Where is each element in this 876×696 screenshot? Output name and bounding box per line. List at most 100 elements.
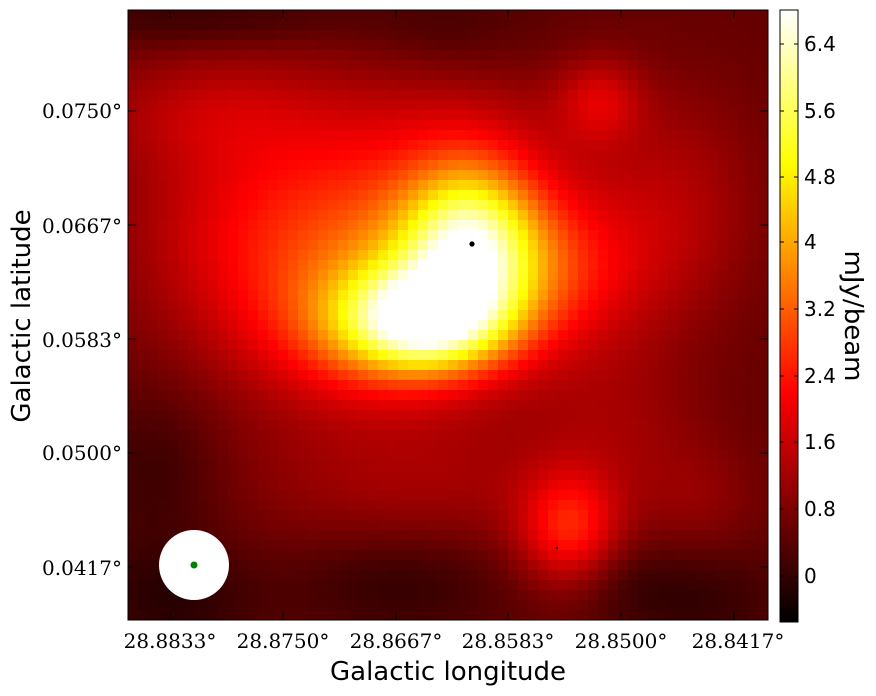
heatmap-cell [308, 440, 319, 451]
heatmap-cell [268, 190, 279, 201]
heatmap-cell [718, 150, 729, 161]
heatmap-cell [168, 590, 179, 601]
heatmap-cell [648, 140, 659, 151]
heatmap-cell [398, 300, 409, 311]
heatmap-cell [598, 310, 609, 321]
heatmap-cell [158, 450, 169, 461]
heatmap-cell [158, 350, 169, 361]
heatmap-cell [498, 30, 509, 41]
heatmap-cell [178, 130, 189, 141]
heatmap-cell [538, 10, 549, 21]
heatmap-cell [198, 470, 209, 481]
heatmap-cell [288, 260, 299, 271]
heatmap-cell [238, 460, 249, 471]
heatmap-cell [338, 290, 349, 301]
heatmap-cell [648, 110, 659, 121]
heatmap-cell [298, 560, 309, 571]
heatmap-cell [658, 610, 669, 620]
heatmap-cell [638, 260, 649, 271]
heatmap-cell [288, 340, 299, 351]
heatmap-cell [458, 550, 469, 561]
heatmap-cell [718, 220, 729, 231]
heatmap-cell [698, 600, 709, 611]
heatmap-cell [378, 340, 389, 351]
heatmap-cell [488, 460, 499, 471]
heatmap-cell [418, 500, 429, 511]
heatmap-cell [508, 390, 519, 401]
heatmap-cell [268, 460, 279, 471]
heatmap-cell [698, 390, 709, 401]
heatmap-cell [458, 600, 469, 611]
heatmap-cell [448, 390, 459, 401]
heatmap-cell [508, 10, 519, 21]
heatmap-cell [758, 140, 768, 151]
heatmap-cell [288, 430, 299, 441]
heatmap-cell [348, 470, 359, 481]
heatmap-cell [498, 580, 509, 591]
heatmap-cell [318, 320, 329, 331]
heatmap-cell [318, 240, 329, 251]
heatmap-cell [358, 10, 369, 21]
heatmap-cell [158, 170, 169, 181]
heatmap-cell [668, 160, 679, 171]
heatmap-cell [618, 300, 629, 311]
heatmap-cell [618, 140, 629, 151]
heatmap-cell [698, 120, 709, 131]
heatmap-cell [658, 40, 669, 51]
heatmap-cell [698, 220, 709, 231]
heatmap-cell [568, 560, 579, 571]
heatmap-cell [228, 610, 239, 620]
heatmap-cell [528, 40, 539, 51]
heatmap-cell [658, 500, 669, 511]
heatmap-cell [648, 180, 659, 191]
heatmap-cell [158, 230, 169, 241]
heatmap-cell [538, 250, 549, 261]
heatmap-cell [668, 260, 679, 271]
heatmap-cell [248, 110, 259, 121]
heatmap-cell [328, 380, 339, 391]
heatmap-cell [388, 90, 399, 101]
heatmap-cell [688, 130, 699, 141]
heatmap-cell [268, 550, 279, 561]
heatmap-cell [378, 530, 389, 541]
heatmap-cell [138, 270, 149, 281]
heatmap-cell [238, 180, 249, 191]
heatmap-cell [358, 340, 369, 351]
heatmap-cell [578, 500, 589, 511]
heatmap-cell [578, 250, 589, 261]
heatmap-cell [468, 10, 479, 21]
heatmap-cell [178, 260, 189, 271]
heatmap-cell [168, 230, 179, 241]
heatmap-cell [608, 100, 619, 111]
heatmap-cell [678, 510, 689, 521]
heatmap-cell [608, 40, 619, 51]
heatmap-cell [668, 500, 679, 511]
heatmap-cell [298, 130, 309, 141]
heatmap-cell [408, 440, 419, 451]
heatmap-cell [738, 350, 749, 361]
heatmap-cell [538, 320, 549, 331]
heatmap-cell [418, 160, 429, 171]
heatmap-cell [548, 260, 559, 271]
heatmap-cell [198, 300, 209, 311]
heatmap-cell [588, 30, 599, 41]
heatmap-cell [758, 110, 768, 121]
heatmap-cell [608, 250, 619, 261]
heatmap-cell [438, 140, 449, 151]
heatmap-cell [548, 520, 559, 531]
heatmap-cell [368, 260, 379, 271]
heatmap-cell [758, 420, 768, 431]
heatmap-cell [238, 70, 249, 81]
heatmap-cell [518, 260, 529, 271]
heatmap-cell [648, 450, 659, 461]
heatmap-cell [218, 150, 229, 161]
heatmap-cell [368, 130, 379, 141]
heatmap-cell [348, 410, 359, 421]
heatmap-cell [558, 330, 569, 341]
heatmap-cell [248, 570, 259, 581]
heatmap-cell [508, 100, 519, 111]
heatmap-cell [508, 210, 519, 221]
heatmap-cell [588, 110, 599, 121]
heatmap-cell [338, 180, 349, 191]
heatmap-cell [408, 520, 419, 531]
